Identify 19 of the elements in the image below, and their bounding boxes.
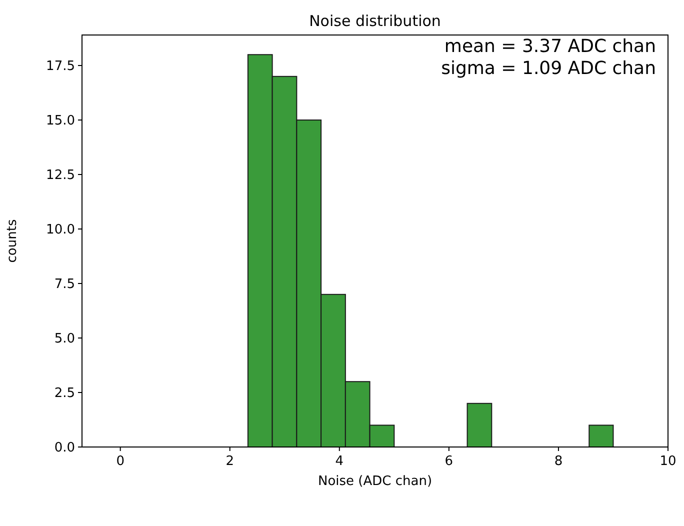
x-tick-label: 2 <box>226 454 234 469</box>
y-tick-label: 12.5 <box>46 168 75 184</box>
y-tick-label: 17.5 <box>46 59 75 74</box>
y-tick-label: 7.5 <box>54 277 75 292</box>
x-tick-label: 6 <box>444 454 454 469</box>
chart-title: Noise distribution <box>309 12 441 30</box>
x-tick-label: 10 <box>660 454 676 469</box>
y-tick-label: 10.0 <box>46 222 75 238</box>
x-tick-label: 8 <box>554 454 563 469</box>
y-tick-label: 0.0 <box>54 440 75 456</box>
y-axis-title: counts <box>5 219 20 263</box>
y-tick-label: 15.0 <box>46 114 75 129</box>
x-tick-label: 4 <box>335 454 344 469</box>
x-axis-title: Noise (ADC chan) <box>318 474 432 489</box>
y-tick-label: 2.5 <box>54 386 75 402</box>
x-tick-label: 0 <box>116 454 124 469</box>
annotation: mean = 3.37 ADC chan <box>444 36 656 57</box>
y-tick-label: 5.0 <box>54 332 75 347</box>
annotation: sigma = 1.09 ADC chan <box>441 58 656 79</box>
